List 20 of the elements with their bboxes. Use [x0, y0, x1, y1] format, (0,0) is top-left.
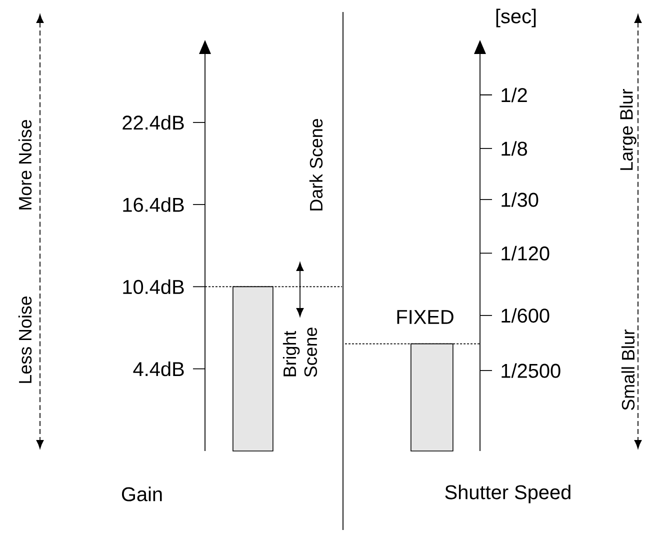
- y-tick-label: 1/2: [502, 88, 527, 102]
- text: More Noise: [18, 120, 32, 210]
- annotation: Dark Scene: [309, 118, 323, 210]
- annotation: Bright Scene: [282, 328, 318, 377]
- y-tick-label: 10.4dB: [123, 279, 184, 294]
- y-tick-label: 16.4dB: [123, 197, 184, 212]
- y-tick-label: 1/600: [502, 308, 550, 323]
- annotation: FIXED: [397, 310, 454, 324]
- y-tick-label: 1/8: [502, 141, 528, 156]
- text: Less Noise: [18, 296, 32, 383]
- x-axis-title: Shutter Speed: [445, 484, 570, 504]
- y-tick-label: 4.4dB: [133, 362, 184, 376]
- y-tick-label: 22.4dB: [122, 115, 184, 130]
- x-axis-title: Gain: [122, 486, 162, 502]
- y-tick-label: 1/2500: [502, 363, 560, 378]
- y-tick-label: 1/120: [502, 246, 550, 260]
- y-tick-label: 1/30: [502, 192, 538, 207]
- text: Small Blur: [621, 329, 635, 410]
- text: Large Blur: [620, 88, 636, 170]
- y-axis-title: [sec]: [496, 8, 536, 28]
